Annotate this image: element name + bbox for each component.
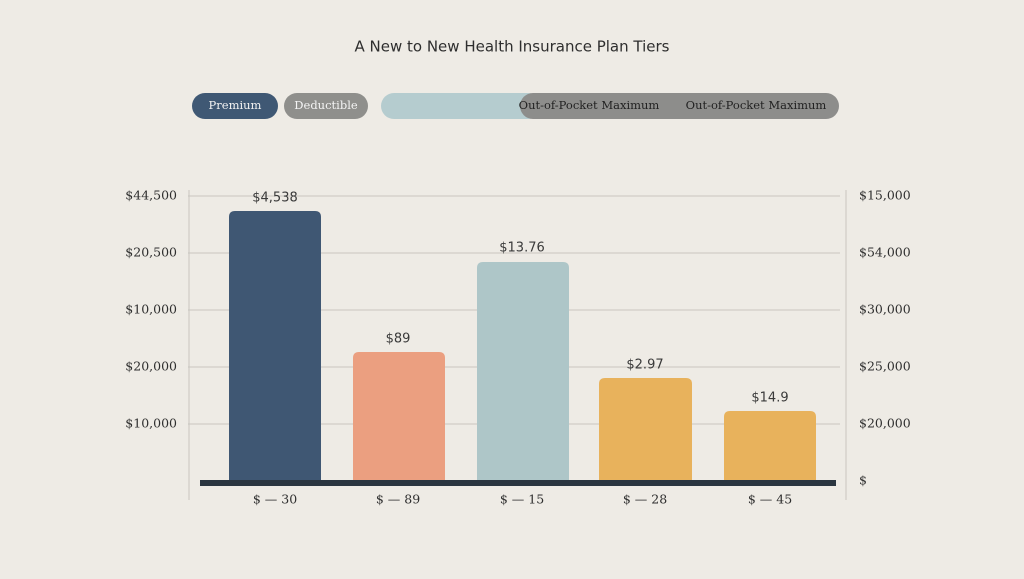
y2-tick-label: $20,000: [859, 416, 911, 431]
legend-pill: [192, 93, 278, 119]
data-label: $89: [386, 332, 411, 347]
legend-label: Out-of-Pocket Maximum: [686, 98, 827, 112]
x-tick-label: $ — 30: [253, 492, 297, 507]
legend-label: Deductible: [294, 98, 358, 112]
y-tick-label: $44,500: [125, 188, 177, 203]
y2-tick-label: $30,000: [859, 302, 911, 317]
bar: [599, 378, 692, 482]
y2-tick-label: $: [859, 473, 867, 488]
legend-pill: [520, 93, 839, 119]
bar: [353, 352, 445, 482]
data-label: $13.76: [499, 241, 545, 256]
y2-tick-label: $25,000: [859, 359, 911, 374]
y-tick-label: $20,500: [125, 245, 177, 260]
data-label: $14.9: [751, 391, 788, 406]
x-tick-label: $ — 45: [748, 492, 792, 507]
data-label: $4,538: [252, 191, 298, 206]
data-label: $2.97: [626, 358, 663, 373]
legend-label: Out-of-Pocket Maximum: [519, 98, 660, 112]
y-tick-label: $10,000: [125, 302, 177, 317]
title: A New to New Health Insurance Plan Tiers: [355, 38, 670, 56]
y2-tick-label: $54,000: [859, 245, 911, 260]
y-tick-label: $10,000: [125, 416, 177, 431]
y2-tick-label: $15,000: [859, 188, 911, 203]
legend-pill: [381, 93, 541, 119]
baseline: [200, 480, 836, 486]
bar: [724, 411, 816, 482]
bar: [477, 262, 569, 482]
bar: [229, 211, 321, 482]
x-tick-label: $ — 89: [376, 492, 420, 507]
x-tick-label: $ — 15: [500, 492, 544, 507]
legend-pill: [284, 93, 368, 119]
x-tick-label: $ — 28: [623, 492, 667, 507]
y-tick-label: $20,000: [125, 359, 177, 374]
legend-label: Premium: [209, 98, 262, 112]
